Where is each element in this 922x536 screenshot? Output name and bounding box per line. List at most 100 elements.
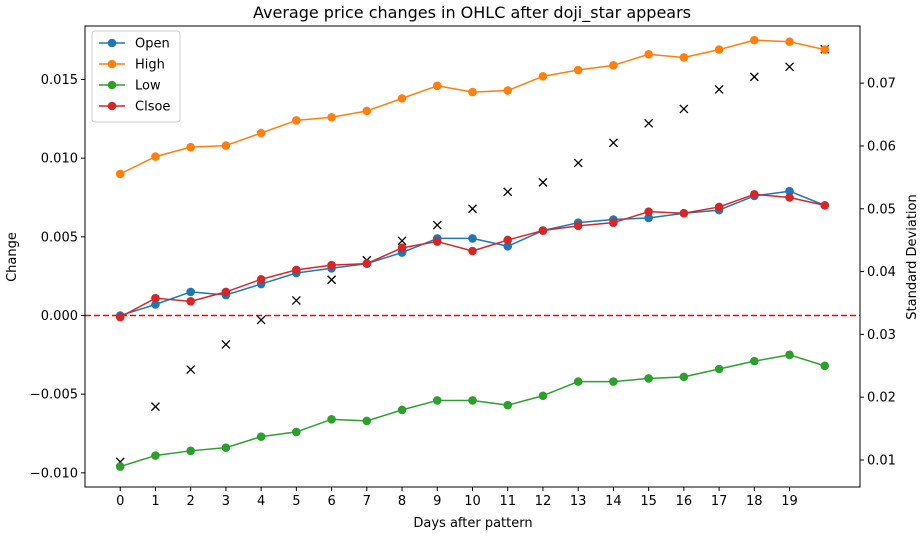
y-tick-label: −0.005 — [30, 388, 78, 403]
series-point-high — [151, 152, 160, 161]
x-tick-label: 14 — [605, 494, 622, 509]
series-point-clsoe — [397, 243, 407, 253]
series-point-high — [750, 35, 759, 45]
x-tick-label: 13 — [570, 494, 587, 509]
series-point-low — [538, 391, 548, 401]
std-dev-point — [256, 315, 266, 325]
y2-axis-title: Standard Deviation — [905, 194, 920, 319]
x-tick-label: 16 — [676, 494, 693, 509]
std-dev-marker-stroke — [679, 104, 689, 114]
series-point-low — [186, 446, 195, 456]
std-dev-point — [679, 104, 689, 114]
series-point-high — [503, 86, 513, 95]
legend-label: Low — [135, 79, 161, 94]
x-tick-label: 1 — [151, 494, 159, 509]
series-point-clsoe — [609, 218, 618, 227]
series-point-clsoe — [151, 293, 160, 303]
std-dev-marker-stroke — [573, 158, 583, 168]
series-point-high — [397, 94, 407, 103]
x-tick-label: 12 — [535, 494, 552, 509]
series-point-clsoe — [221, 287, 231, 297]
series-point-clsoe — [820, 201, 830, 210]
std-dev-point — [291, 296, 301, 305]
y-tick-label: 0.010 — [41, 152, 78, 167]
series-point-high — [468, 87, 477, 97]
series-point-clsoe — [785, 193, 794, 202]
series-point-clsoe — [256, 275, 266, 284]
std-dev-point — [644, 118, 654, 128]
series-point-low — [503, 400, 513, 410]
y2-tick-label: 0.02 — [867, 391, 896, 406]
series-point-clsoe — [186, 297, 195, 306]
std-dev-point — [150, 402, 160, 412]
x-axis-title: Days after pattern — [413, 516, 532, 531]
series-point-low — [573, 377, 583, 386]
y-axis-title: Change — [5, 232, 20, 282]
series-point-clsoe — [292, 265, 301, 275]
x-tick-label: 0 — [116, 494, 124, 509]
series-point-clsoe — [503, 235, 513, 245]
series-point-low — [820, 361, 830, 371]
series-point-low — [362, 416, 372, 426]
std-dev-point — [397, 236, 407, 246]
series-point-clsoe — [679, 208, 689, 218]
legend-item-low: Low — [99, 79, 161, 94]
y2-tick-label: 0.06 — [867, 139, 896, 154]
legend-item-open: Open — [99, 37, 170, 52]
legend-label: Open — [135, 37, 170, 52]
legend-swatch-marker — [107, 101, 117, 111]
x-tick-label: 17 — [711, 494, 728, 509]
series-point-low — [714, 364, 724, 374]
chart-title: Average price changes in OHLC after doji… — [253, 3, 691, 23]
std-dev-point — [538, 177, 548, 187]
series-point-high — [785, 37, 794, 47]
std-dev-marker-stroke — [785, 62, 795, 72]
series-point-high — [609, 61, 618, 70]
std-dev-marker-stroke — [186, 365, 196, 375]
std-dev-marker-stroke — [714, 84, 724, 94]
series-point-low — [115, 462, 125, 471]
std-dev-point — [503, 187, 513, 197]
series-point-open — [503, 241, 513, 251]
std-dev-marker-stroke — [608, 138, 618, 148]
series-point-high — [292, 116, 301, 125]
std-dev-marker-stroke — [503, 187, 513, 197]
series-point-high — [432, 81, 442, 91]
legend-label: Clsoe — [135, 100, 170, 115]
legend-frame — [91, 30, 181, 123]
x-tick-label: 10 — [464, 494, 481, 509]
series-point-high — [221, 141, 231, 150]
y2-tick-label: 0.07 — [867, 77, 896, 92]
legend-swatch-marker — [107, 59, 117, 69]
series-point-low — [785, 350, 794, 360]
std-dev-point — [186, 365, 196, 375]
y2-tick-label: 0.05 — [867, 202, 896, 217]
legend-label: High — [135, 58, 165, 73]
series-point-open — [468, 234, 477, 243]
std-dev-marker-stroke — [749, 72, 759, 82]
std-dev-point — [468, 204, 477, 214]
series-point-high — [186, 142, 195, 152]
series-point-low — [151, 451, 160, 460]
series-point-clsoe — [115, 312, 125, 322]
std-dev-marker-stroke — [150, 402, 160, 412]
std-dev-marker-stroke — [327, 275, 337, 285]
legend-swatch-marker — [107, 38, 117, 48]
std-dev-point — [327, 275, 337, 285]
series-point-high — [573, 65, 583, 75]
x-tick-label: 4 — [257, 494, 265, 509]
y-tick-label: 0.015 — [41, 73, 78, 88]
y2-tick-label: 0.01 — [867, 453, 896, 468]
series-point-high — [679, 53, 689, 62]
series-point-high — [714, 45, 724, 54]
series-point-high — [256, 128, 266, 138]
series-point-clsoe — [468, 246, 477, 256]
series-point-clsoe — [714, 202, 724, 212]
series-point-low — [644, 374, 653, 383]
series-point-low — [432, 396, 442, 405]
legend: Open High Low Clsoe — [91, 30, 181, 123]
series-point-clsoe — [573, 221, 583, 231]
x-tick-label: 15 — [640, 494, 657, 509]
plot-frame — [84, 25, 861, 488]
